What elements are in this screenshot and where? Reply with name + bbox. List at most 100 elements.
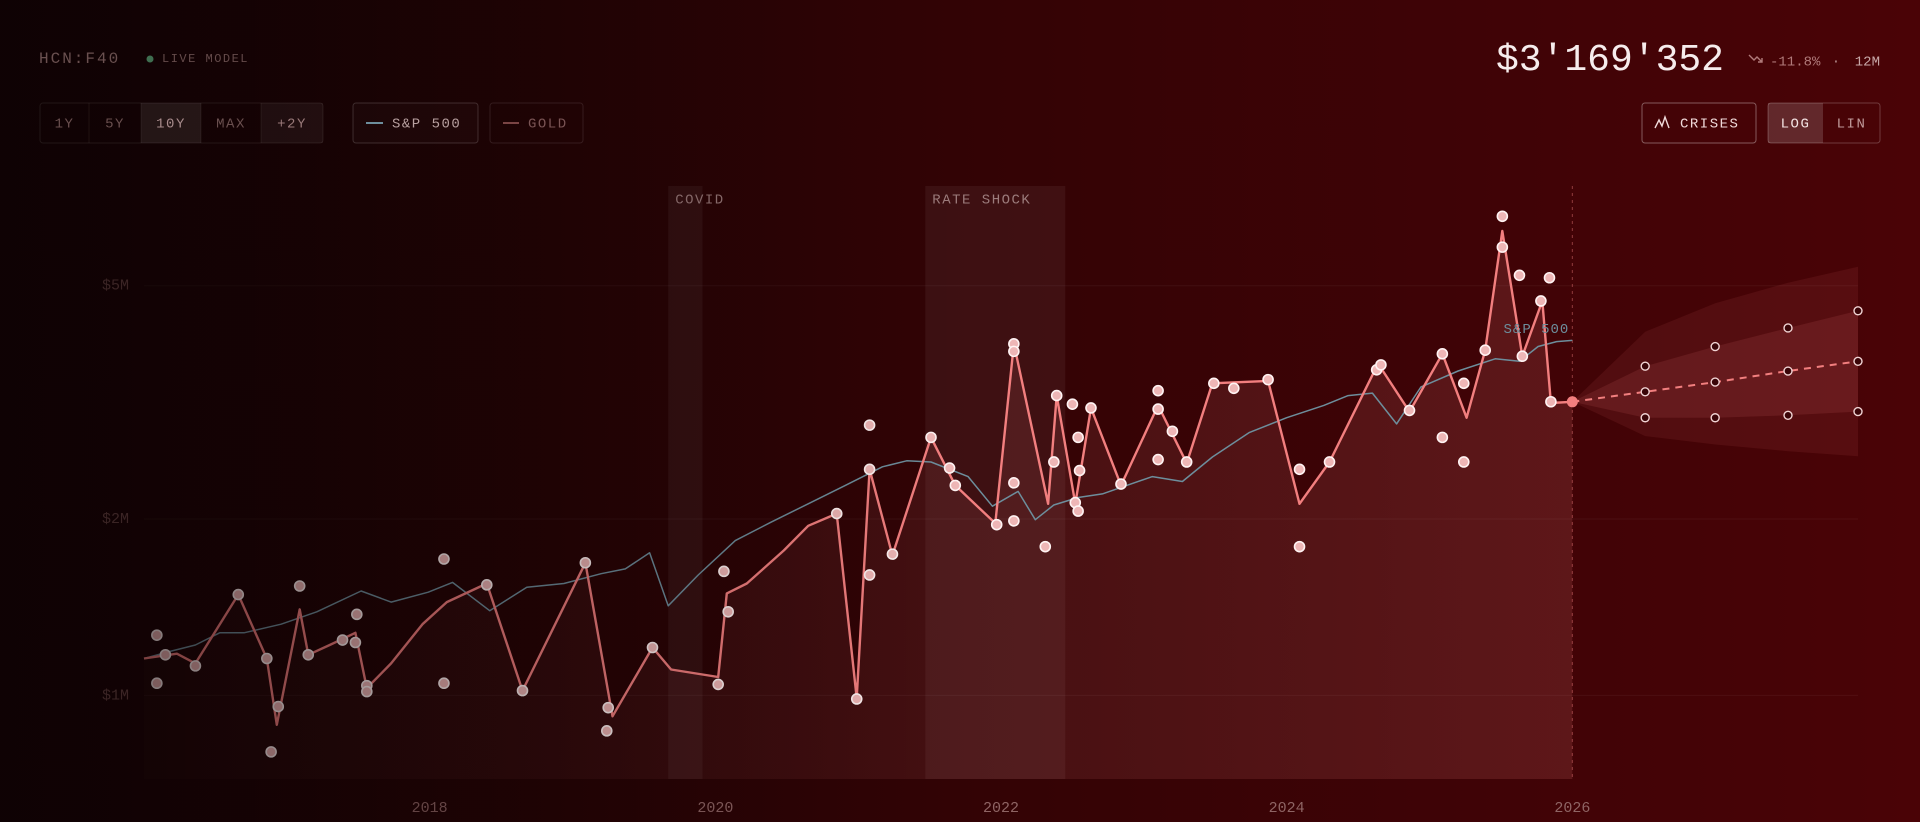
forecast-point — [1710, 413, 1720, 423]
trade-marker — [293, 580, 306, 592]
trade-marker — [1375, 359, 1387, 371]
trade-marker — [602, 701, 615, 714]
trade-marker — [1166, 425, 1179, 438]
trade-marker — [1293, 463, 1306, 476]
trade-marker — [1085, 402, 1097, 414]
crises-label: CRISES — [1680, 117, 1739, 133]
trade-marker — [1436, 431, 1449, 444]
trade-marker — [1008, 477, 1020, 489]
trade-marker — [1039, 540, 1052, 553]
trade-marker — [1072, 431, 1084, 444]
trade-marker — [1496, 210, 1509, 223]
sp500-label: S&P 500 — [392, 117, 461, 133]
trade-marker — [1152, 403, 1164, 415]
scale-label: LIN — [1837, 117, 1867, 133]
sp500-toggle[interactable] — [352, 102, 479, 144]
range-label: 10Y — [156, 117, 186, 133]
trade-marker — [1293, 540, 1306, 553]
trade-marker — [1180, 456, 1193, 468]
trade-marker — [863, 419, 876, 431]
gold-toggle[interactable] — [489, 102, 584, 144]
x-tick-label: 2024 — [1269, 800, 1305, 817]
forecast-point — [1853, 356, 1863, 367]
trade-marker — [261, 652, 273, 665]
x-tick-label: 2022 — [983, 800, 1019, 817]
range-group — [39, 102, 324, 144]
trade-marker — [151, 677, 163, 690]
forecast-point — [1783, 323, 1793, 333]
range-button[interactable] — [141, 103, 201, 143]
x-tick-label: 2018 — [412, 800, 448, 817]
trade-marker — [1115, 478, 1127, 490]
status: LIVE MODEL — [162, 52, 249, 66]
range-button[interactable] — [261, 103, 323, 143]
forecast-point — [1640, 361, 1650, 371]
trade-marker — [232, 588, 245, 601]
y-tick-label: $5M — [102, 278, 129, 295]
trade-marker — [943, 462, 956, 474]
trade-marker — [302, 648, 315, 661]
trade-marker — [1496, 241, 1509, 253]
trade-marker — [863, 463, 876, 476]
trade-marker — [1072, 505, 1084, 517]
trade-marker — [480, 579, 493, 591]
range-label: 1Y — [55, 117, 75, 133]
trade-marker — [272, 700, 285, 713]
trade-marker — [1545, 395, 1557, 408]
ticker: HCN:F40 — [39, 50, 120, 68]
range-label: 5Y — [105, 117, 125, 133]
trade-marker — [722, 605, 734, 618]
x-tick-label: 2020 — [697, 800, 733, 817]
y-tick-label: $1M — [102, 687, 129, 704]
trade-marker — [1457, 456, 1470, 468]
y-tick-label: $2M — [102, 511, 129, 528]
period: 12M — [1855, 55, 1880, 71]
trade-marker — [886, 548, 899, 560]
trade-marker — [863, 569, 876, 581]
trade-marker — [1543, 271, 1556, 284]
trade-marker — [1535, 295, 1547, 307]
trade-marker — [1152, 453, 1164, 466]
forecast-point — [1640, 413, 1650, 423]
forecast-point — [1783, 410, 1793, 420]
trade-marker — [718, 565, 730, 578]
trade-marker — [1152, 384, 1164, 397]
trend-icon — [1748, 54, 1763, 63]
trade-marker — [151, 629, 163, 641]
current-point — [1566, 396, 1578, 408]
trade-marker — [265, 746, 277, 758]
range-label: MAX — [216, 117, 246, 133]
trade-marker — [189, 660, 202, 672]
x-tick-label: 2026 — [1554, 800, 1590, 817]
forecast-point — [1783, 366, 1793, 376]
series-label: S&P 500 — [1504, 322, 1570, 338]
trade-marker — [438, 553, 450, 565]
trade-marker — [600, 725, 613, 737]
controls: S&P 500 GOLD CRISES 1Y 5Y 10Y MAX +2Y LOG LIN — [39, 102, 1881, 144]
range-label: +2Y — [277, 117, 307, 133]
trade-marker — [646, 641, 659, 654]
trade-marker — [990, 518, 1003, 531]
trade-marker — [1323, 456, 1336, 468]
trade-marker — [949, 479, 962, 492]
trade-marker — [850, 693, 863, 705]
trade-marker — [349, 636, 362, 649]
trade-marker — [1008, 345, 1020, 358]
trade-marker — [1050, 389, 1063, 402]
crisis-label: RATE SHOCK — [932, 193, 1031, 209]
trade-marker — [1228, 382, 1240, 395]
crises-toggle[interactable] — [1641, 102, 1757, 144]
scale-button[interactable] — [1768, 103, 1823, 143]
header: HCN:F40 LIVE MODEL $3'169'352 -11.8% · 1… — [39, 39, 1880, 82]
trade-marker — [1479, 344, 1492, 356]
separator: · — [1832, 55, 1840, 71]
trade-marker — [579, 556, 592, 569]
trade-marker — [516, 684, 529, 697]
price: $3'169'352 — [1496, 39, 1724, 82]
trade-marker — [159, 648, 172, 661]
scale-group — [1767, 102, 1881, 144]
gold-label: GOLD — [528, 117, 568, 133]
trade-marker — [1403, 404, 1416, 417]
